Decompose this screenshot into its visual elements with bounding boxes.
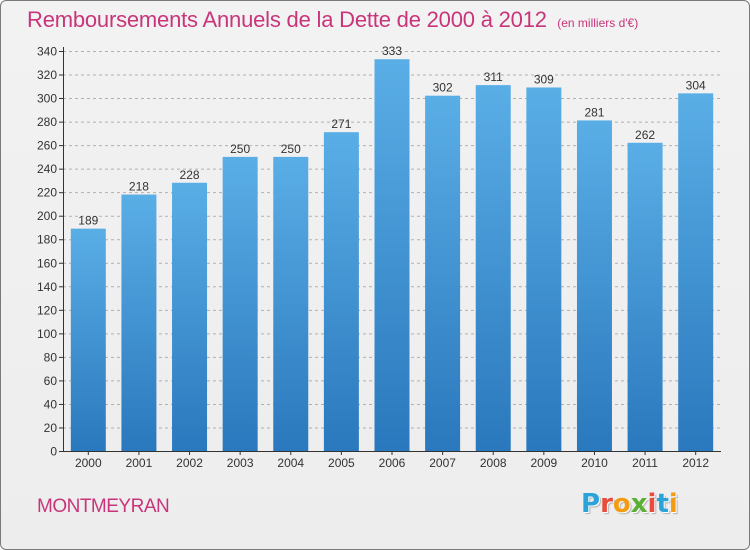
y-tick-label: 20 [44,421,58,435]
data-label: 311 [484,70,503,84]
bar [475,85,511,451]
x-tick-label: 2012 [682,456,709,470]
y-tick-label: 300 [37,92,57,106]
bar [425,95,461,452]
y-tick-label: 220 [37,186,57,200]
bar [678,93,714,452]
y-tick-label: 40 [44,397,58,411]
y-tick-label: 320 [37,68,57,82]
y-tick-label: 260 [37,139,57,153]
x-tick-label: 2011 [632,456,658,470]
bar [374,59,410,452]
bars [70,59,714,452]
logo-letter: i [668,489,678,519]
x-tick-label: 2001 [126,456,153,470]
data-label: 271 [331,117,351,131]
location-label: MONTMEYRAN [37,496,170,517]
data-label: 250 [230,142,250,156]
data-label: 309 [534,72,554,86]
y-tick-label: 180 [37,233,57,247]
data-label: 302 [433,81,453,95]
logo-letter: t [656,489,669,519]
data-label: 218 [129,180,149,194]
chart-title: Remboursements Annuels de la Dette de 20… [27,7,547,32]
data-label: 304 [686,78,706,92]
proxiti-logo: Proxiti [581,489,678,519]
data-label: 333 [382,44,402,58]
x-tick-label: 2007 [429,456,456,470]
data-label: 250 [281,142,301,156]
y-tick-label: 100 [37,327,57,341]
bar [627,142,663,451]
x-tick-label: 2009 [530,456,557,470]
data-label: 189 [78,214,98,228]
y-tick-label: 0 [50,445,57,459]
bar [172,182,208,451]
y-tick-label: 240 [37,162,57,176]
x-tick-label: 2003 [227,456,254,470]
x-tick-label: 2000 [75,456,102,470]
y-tick-label: 60 [44,374,58,388]
bar [222,156,258,451]
bar [70,228,106,451]
data-label: 281 [584,105,604,119]
data-label: 262 [635,128,655,142]
x-tick-label: 2010 [581,456,608,470]
x-tick-label: 2008 [480,456,507,470]
x-tick-label: 2006 [379,456,406,470]
logo-letter: x [630,489,648,519]
y-tick-label: 280 [37,115,57,129]
data-label: 228 [180,168,200,182]
bar [323,132,359,452]
bar [121,194,157,451]
y-tick-label: 340 [37,45,57,59]
x-tick-label: 2004 [277,456,304,470]
title-row: Remboursements Annuels de la Dette de 20… [27,7,638,33]
chart-subtitle: (en milliers d'€) [557,16,639,30]
y-tick-label: 140 [37,280,57,294]
bar [576,120,612,451]
logo-letter: o [612,489,631,519]
bar [273,156,309,451]
x-tick-label: 2002 [176,456,203,470]
y-tick-label: 120 [37,303,57,317]
y-tick-label: 80 [44,350,58,364]
labels: 0 20 40 60 80 100 120 140 160 180 200 220 240 260 280 3… [37,44,709,470]
bar [526,87,562,452]
logo-letter: i [647,489,657,519]
logo-letter: r [600,489,613,519]
axes [59,47,721,455]
logo-letter: P [581,489,601,519]
y-tick-label: 160 [37,256,57,270]
x-tick-label: 2005 [328,456,355,470]
y-tick-label: 200 [37,209,57,223]
